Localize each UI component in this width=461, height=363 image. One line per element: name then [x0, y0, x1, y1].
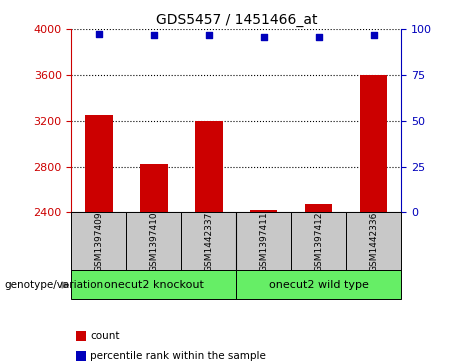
Text: GSM1397409: GSM1397409 [95, 211, 103, 272]
Bar [291, 212, 346, 270]
Text: onecut2 wild type: onecut2 wild type [269, 280, 369, 290]
Text: GSM1397411: GSM1397411 [259, 211, 268, 272]
Bar [236, 270, 401, 299]
Point [370, 32, 377, 37]
Bar [71, 270, 236, 299]
Bar [181, 212, 236, 270]
Text: GSM1397412: GSM1397412 [314, 211, 323, 272]
Text: GSM1442336: GSM1442336 [369, 211, 378, 272]
Bar [250, 210, 278, 212]
Bar [236, 212, 291, 270]
Text: count: count [90, 331, 119, 341]
Point [95, 31, 103, 37]
Point [260, 34, 267, 40]
Bar [195, 121, 223, 212]
Bar [85, 115, 112, 212]
Text: GSM1442337: GSM1442337 [204, 211, 213, 272]
Text: percentile rank within the sample: percentile rank within the sample [90, 351, 266, 361]
Point [150, 32, 158, 38]
Point [205, 32, 213, 38]
Bar [126, 212, 181, 270]
Text: onecut2 knockout: onecut2 knockout [104, 280, 204, 290]
Bar [346, 212, 401, 270]
Bar [140, 164, 168, 212]
Text: genotype/variation: genotype/variation [5, 280, 104, 290]
Point [315, 34, 322, 40]
Text: GSM1397410: GSM1397410 [149, 211, 159, 272]
Bar [360, 75, 387, 212]
Title: GDS5457 / 1451466_at: GDS5457 / 1451466_at [155, 13, 317, 26]
Bar [71, 212, 126, 270]
Bar [305, 204, 332, 212]
